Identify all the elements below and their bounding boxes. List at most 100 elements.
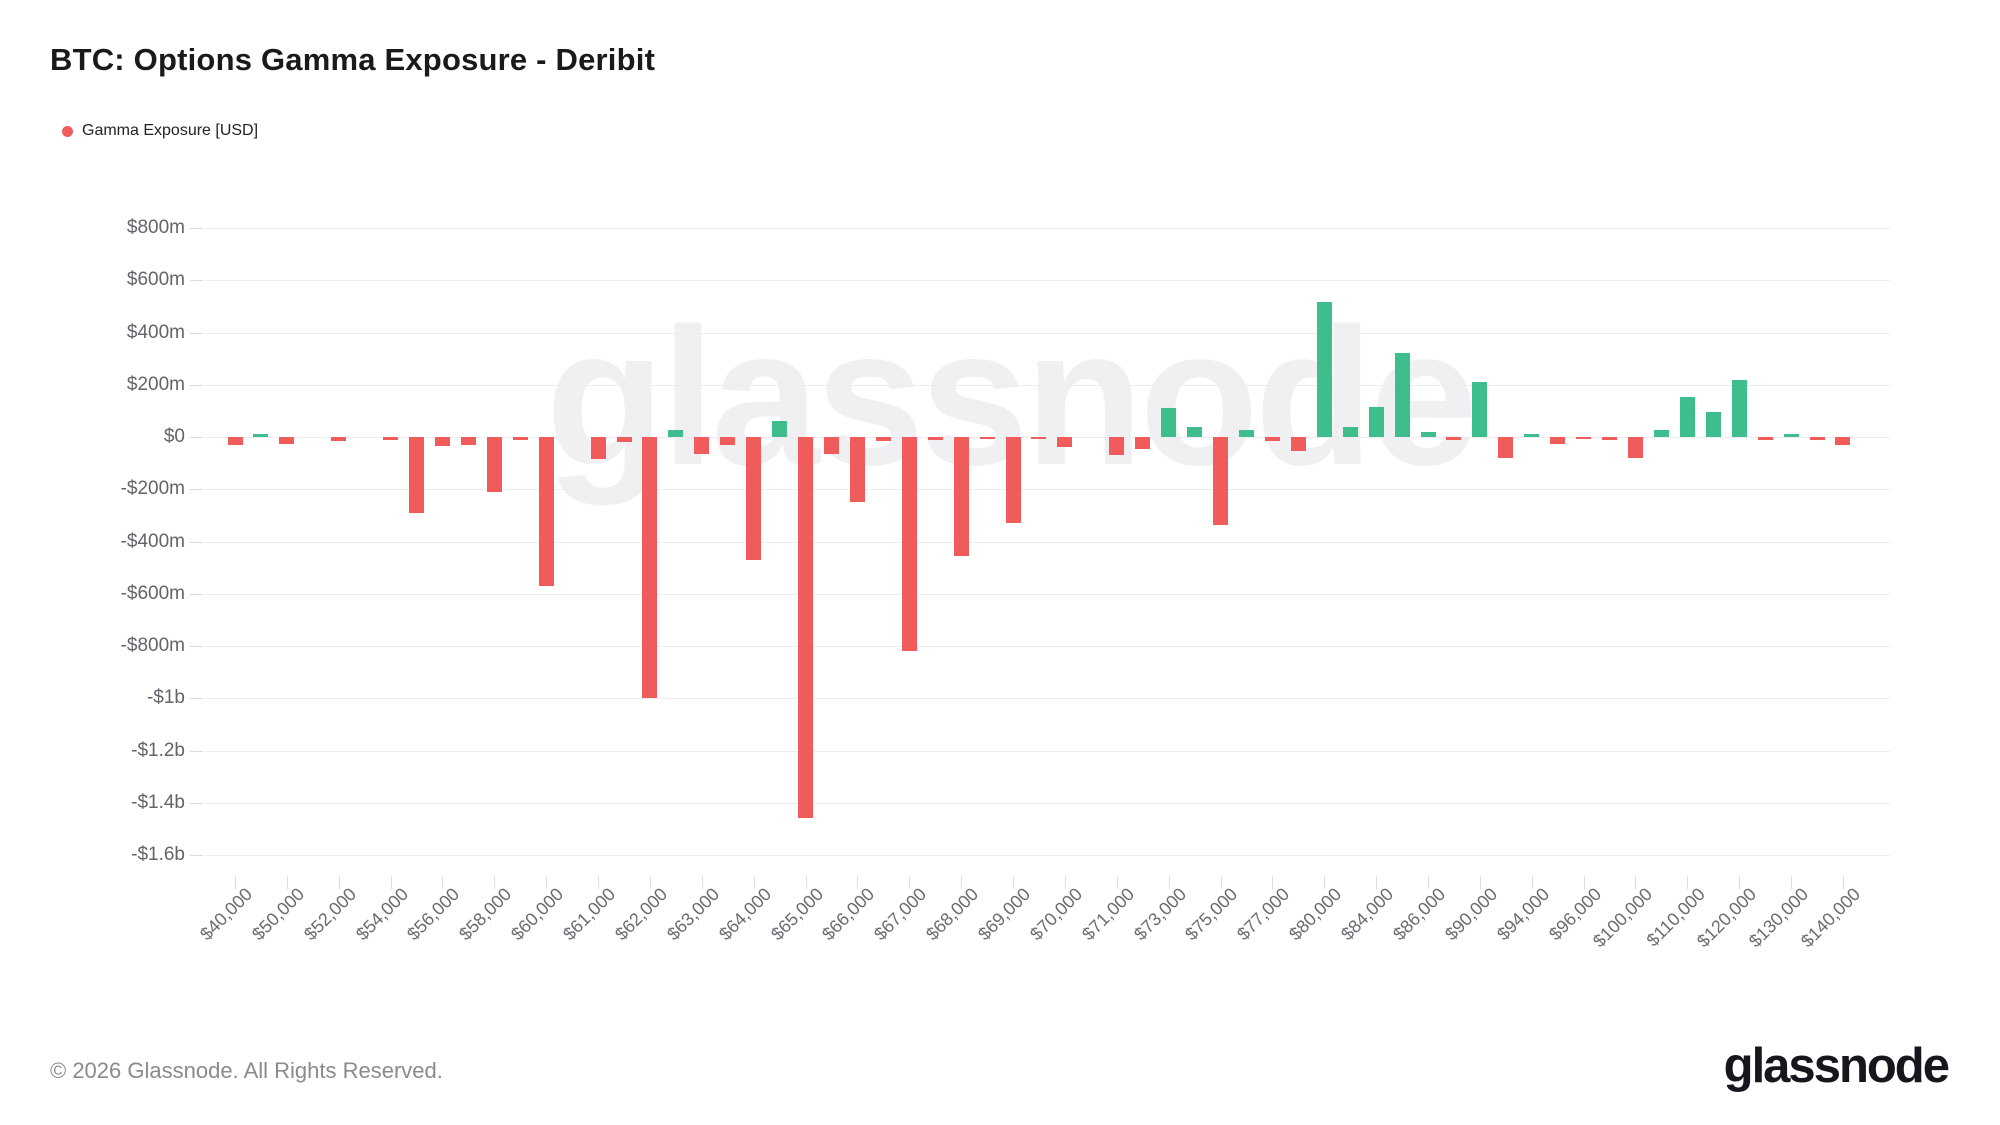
y-axis-tick	[190, 384, 203, 386]
x-axis-label: $94,000	[1492, 884, 1553, 945]
bar-$77,000[interactable]	[1264, 437, 1280, 441]
bar-$96,000[interactable]	[1576, 437, 1592, 439]
x-axis-label: $40,000	[195, 884, 257, 945]
x-axis-tick	[1739, 876, 1741, 889]
bar-strike-60[interactable]	[1757, 437, 1773, 441]
bar-$63,000[interactable]	[694, 437, 710, 454]
x-axis-tick	[1635, 876, 1637, 889]
bar-$65,000[interactable]	[798, 437, 814, 819]
bar-strike-12[interactable]	[512, 437, 528, 440]
bar-strike-22[interactable]	[772, 421, 788, 437]
y-axis-label: $800m	[126, 217, 185, 238]
bar-strike-54[interactable]	[1602, 437, 1618, 441]
bar-strike-24[interactable]	[824, 437, 839, 454]
bar-$40,000[interactable]	[227, 437, 243, 445]
glassnode-logo: glassnode	[1723, 1039, 1950, 1093]
y-gridline	[205, 437, 1890, 438]
bar-$140,000[interactable]	[1835, 437, 1851, 445]
bar-$66,000[interactable]	[849, 437, 865, 503]
bar-$60,000[interactable]	[538, 437, 554, 586]
x-axis-label: $70,000	[1025, 884, 1087, 945]
x-axis-tick	[390, 876, 392, 889]
legend-item-gamma-exposure[interactable]: Gamma Exposure [USD]	[62, 122, 258, 140]
x-axis-tick	[1272, 876, 1274, 889]
x-axis-label: $80,000	[1285, 884, 1346, 945]
y-axis-label: -$1.2b	[131, 739, 185, 761]
bar-$90,000[interactable]	[1472, 382, 1488, 437]
bar-$94,000[interactable]	[1524, 434, 1540, 437]
bar-strike-26[interactable]	[875, 437, 891, 441]
bar-$86,000[interactable]	[1420, 431, 1436, 437]
bar-$120,000[interactable]	[1731, 379, 1747, 437]
x-axis-tick	[1220, 876, 1222, 889]
bar-$50,000[interactable]	[279, 437, 295, 444]
y-gridline	[205, 593, 1890, 595]
bar-strike-48[interactable]	[1446, 437, 1462, 441]
bar-$80,000[interactable]	[1316, 302, 1332, 437]
bar-$64,000[interactable]	[746, 437, 762, 560]
bar-$73,000[interactable]	[1161, 408, 1177, 437]
copyright-text: © 2026 Glassnode. All Rights Reserved.	[50, 1058, 443, 1083]
x-axis-tick	[857, 876, 859, 889]
y-gridline	[205, 228, 1890, 229]
bar-strike-16[interactable]	[616, 437, 632, 443]
y-gridline	[205, 489, 1890, 491]
y-axis-label: -$800m	[120, 635, 185, 656]
bar-strike-10[interactable]	[460, 437, 476, 445]
bar-strike-18[interactable]	[668, 430, 684, 437]
y-axis-label: $0	[163, 426, 185, 447]
x-axis-tick	[1479, 876, 1481, 889]
bar-$75,000[interactable]	[1213, 437, 1229, 525]
bar-strike-8[interactable]	[409, 437, 425, 513]
bar-$56,000[interactable]	[434, 437, 450, 447]
bar-strike-30[interactable]	[979, 437, 995, 440]
bar-strike-28[interactable]	[927, 437, 943, 441]
bar-$61,000[interactable]	[590, 437, 606, 460]
page-title: BTC: Options Gamma Exposure - Deribit	[50, 42, 656, 77]
x-axis-label: $86,000	[1388, 884, 1450, 945]
x-axis-label: $64,000	[714, 884, 775, 945]
bar-strike-32[interactable]	[1031, 437, 1047, 440]
bar-strike-42[interactable]	[1290, 437, 1306, 452]
bar-$58,000[interactable]	[486, 437, 502, 492]
x-axis-tick	[1168, 876, 1170, 889]
bar-strike-40[interactable]	[1238, 430, 1254, 437]
y-axis-label: $600m	[126, 269, 185, 291]
bar-$110,000[interactable]	[1679, 396, 1695, 437]
bar-$54,000[interactable]	[383, 437, 399, 440]
bar-strike-50[interactable]	[1498, 437, 1514, 458]
x-axis-tick	[701, 876, 703, 889]
x-axis-tick	[338, 876, 340, 889]
y-axis-label: -$1.6b	[131, 844, 185, 865]
bar-$67,000[interactable]	[901, 437, 917, 652]
bar-strike-2[interactable]	[253, 434, 269, 437]
x-axis-label: $62,000	[610, 884, 672, 945]
bar-$68,000[interactable]	[953, 437, 969, 556]
x-axis-label: $54,000	[351, 884, 412, 945]
bar-$52,000[interactable]	[331, 437, 347, 441]
x-axis-tick	[1842, 876, 1844, 889]
bar-strike-38[interactable]	[1187, 426, 1203, 437]
bar-$84,000[interactable]	[1368, 406, 1384, 437]
bar-$62,000[interactable]	[642, 437, 658, 699]
bar-strike-56[interactable]	[1653, 430, 1669, 437]
y-axis-tick	[190, 489, 203, 491]
bar-strike-20[interactable]	[720, 437, 736, 445]
bar-strike-46[interactable]	[1394, 353, 1410, 437]
y-gridline	[205, 802, 1890, 804]
x-axis-label: $77,000	[1233, 884, 1294, 945]
bar-$130,000[interactable]	[1783, 433, 1799, 437]
y-gridline	[205, 332, 1890, 334]
bar-$70,000[interactable]	[1057, 437, 1073, 448]
bar-$100,000[interactable]	[1627, 437, 1643, 458]
x-axis-label: $56,000	[403, 884, 464, 945]
bar-strike-62[interactable]	[1809, 437, 1825, 441]
bar-$71,000[interactable]	[1109, 437, 1125, 456]
bar-strike-58[interactable]	[1705, 412, 1721, 437]
bar-strike-52[interactable]	[1550, 437, 1566, 444]
bar-strike-44[interactable]	[1342, 426, 1358, 437]
y-axis-tick	[190, 541, 203, 543]
bar-strike-36[interactable]	[1135, 437, 1151, 449]
y-gridline	[205, 855, 1890, 856]
bar-$69,000[interactable]	[1005, 437, 1021, 524]
